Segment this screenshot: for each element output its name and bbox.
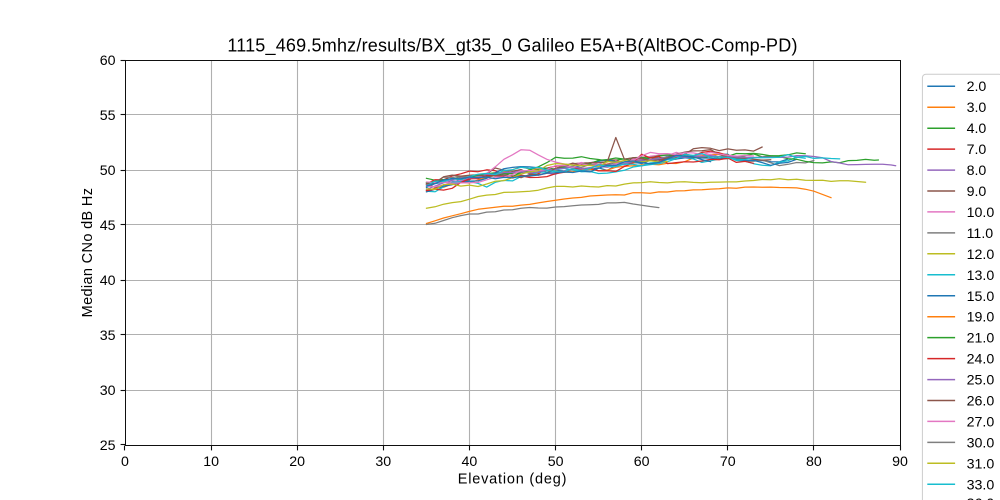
svg-text:33.0: 33.0 <box>967 477 995 493</box>
svg-text:30: 30 <box>375 454 391 470</box>
svg-text:60: 60 <box>100 53 116 69</box>
svg-text:45: 45 <box>100 218 116 234</box>
svg-text:36.0: 36.0 <box>967 496 995 500</box>
svg-text:50: 50 <box>100 163 116 179</box>
svg-text:12.0: 12.0 <box>967 247 995 263</box>
svg-text:35: 35 <box>100 328 116 344</box>
svg-text:13.0: 13.0 <box>967 268 995 284</box>
svg-text:27.0: 27.0 <box>967 414 995 430</box>
svg-text:25: 25 <box>100 438 116 454</box>
svg-text:24.0: 24.0 <box>967 352 995 368</box>
svg-text:25.0: 25.0 <box>967 373 995 389</box>
svg-text:31.0: 31.0 <box>967 456 995 472</box>
svg-text:19.0: 19.0 <box>967 310 995 326</box>
svg-text:90: 90 <box>892 454 908 470</box>
svg-text:50: 50 <box>548 454 564 470</box>
svg-text:0: 0 <box>121 454 129 470</box>
svg-text:Elevation (deg): Elevation (deg) <box>458 472 568 488</box>
svg-text:Median CNo dB Hz: Median CNo dB Hz <box>80 188 96 318</box>
svg-text:4.0: 4.0 <box>967 121 987 137</box>
svg-text:40: 40 <box>100 273 116 289</box>
svg-text:30.0: 30.0 <box>967 435 995 451</box>
svg-text:30: 30 <box>100 383 116 399</box>
svg-text:10.0: 10.0 <box>967 205 995 221</box>
svg-text:40: 40 <box>462 454 478 470</box>
svg-text:2.0: 2.0 <box>967 79 987 95</box>
svg-text:1115_469.5mhz/results/BX_gt35_: 1115_469.5mhz/results/BX_gt35_0 Galileo … <box>227 36 797 57</box>
svg-text:55: 55 <box>100 108 116 124</box>
svg-text:10: 10 <box>203 454 219 470</box>
svg-text:7.0: 7.0 <box>967 142 987 158</box>
svg-text:26.0: 26.0 <box>967 394 995 410</box>
svg-text:20: 20 <box>289 454 305 470</box>
svg-text:60: 60 <box>634 454 650 470</box>
svg-text:9.0: 9.0 <box>967 184 987 200</box>
svg-text:11.0: 11.0 <box>967 226 994 242</box>
svg-text:8.0: 8.0 <box>967 163 987 179</box>
svg-text:21.0: 21.0 <box>967 331 995 347</box>
svg-text:3.0: 3.0 <box>967 100 987 116</box>
svg-text:15.0: 15.0 <box>967 289 995 305</box>
svg-text:80: 80 <box>806 454 822 470</box>
svg-text:70: 70 <box>720 454 736 470</box>
